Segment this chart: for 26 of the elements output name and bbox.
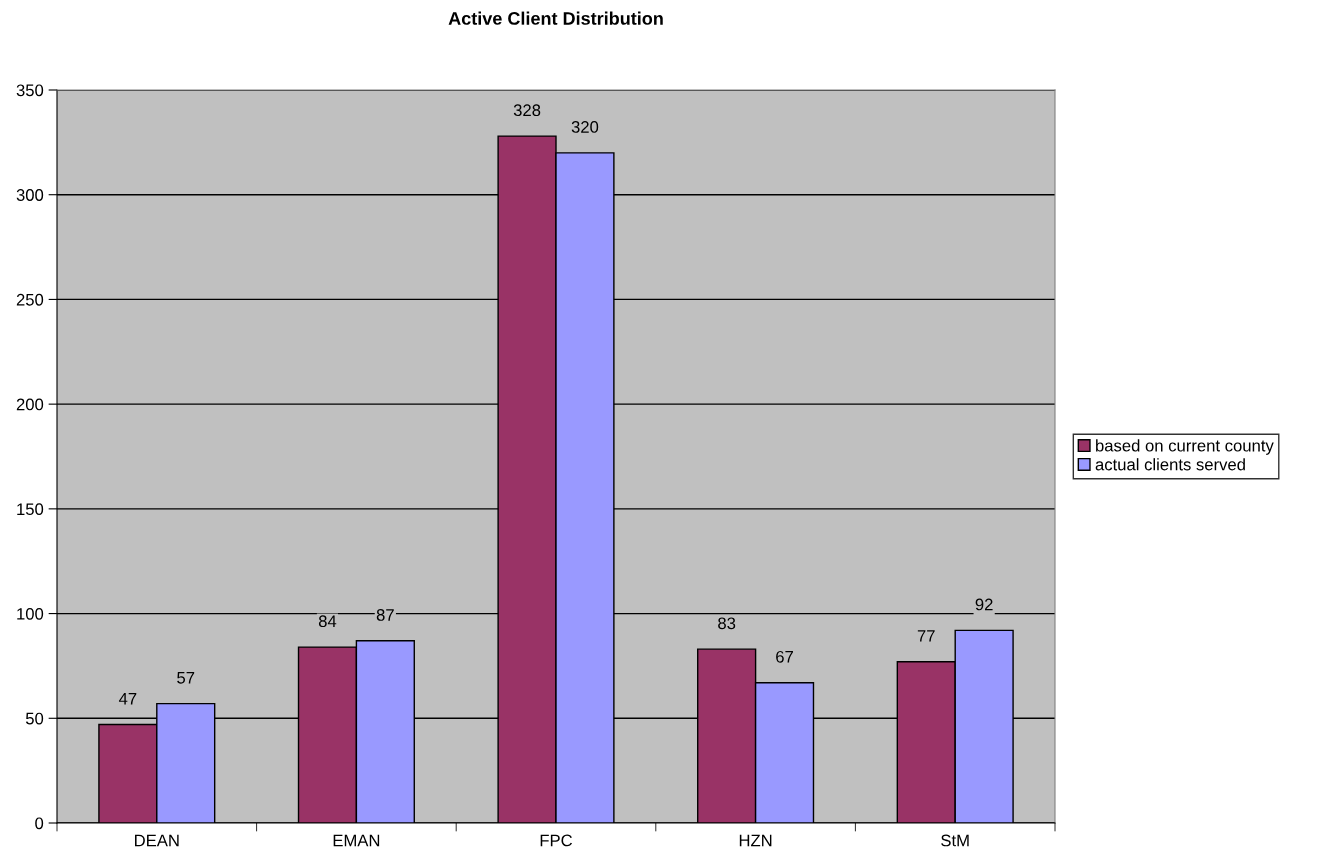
y-tick-label: 50 [25,712,44,725]
y-tick-label: 300 [16,189,44,201]
data-label: 83 [718,617,736,630]
y-tick-label: 150 [17,503,44,516]
data-label: 328 [513,104,541,117]
legend-label: actual clients served [1095,458,1245,471]
data-label: 320 [571,121,599,133]
legend-label: based on current county [1096,439,1274,455]
y-tick-label: 350 [16,84,44,97]
y-tick-label: 0 [35,817,44,830]
x-tick-label: HZN [739,834,772,847]
x-tick-label: EMAN [333,834,380,847]
chart-title: Active Client Distribution [448,11,663,25]
y-tick-label: 250 [16,293,44,306]
x-tick-label: FPC [540,834,573,847]
y-tick-label: 200 [16,398,44,411]
data-label: 67 [776,650,793,663]
data-label: 84 [318,615,337,628]
y-tick-label: 100 [17,607,44,620]
x-tick-label: DEAN [135,834,179,847]
data-label: 77 [917,630,935,642]
data-label: 87 [376,609,394,621]
x-tick-label: StM [941,834,969,847]
data-label: 57 [177,672,195,684]
data-label: 47 [118,692,137,705]
data-label: 92 [975,598,993,611]
